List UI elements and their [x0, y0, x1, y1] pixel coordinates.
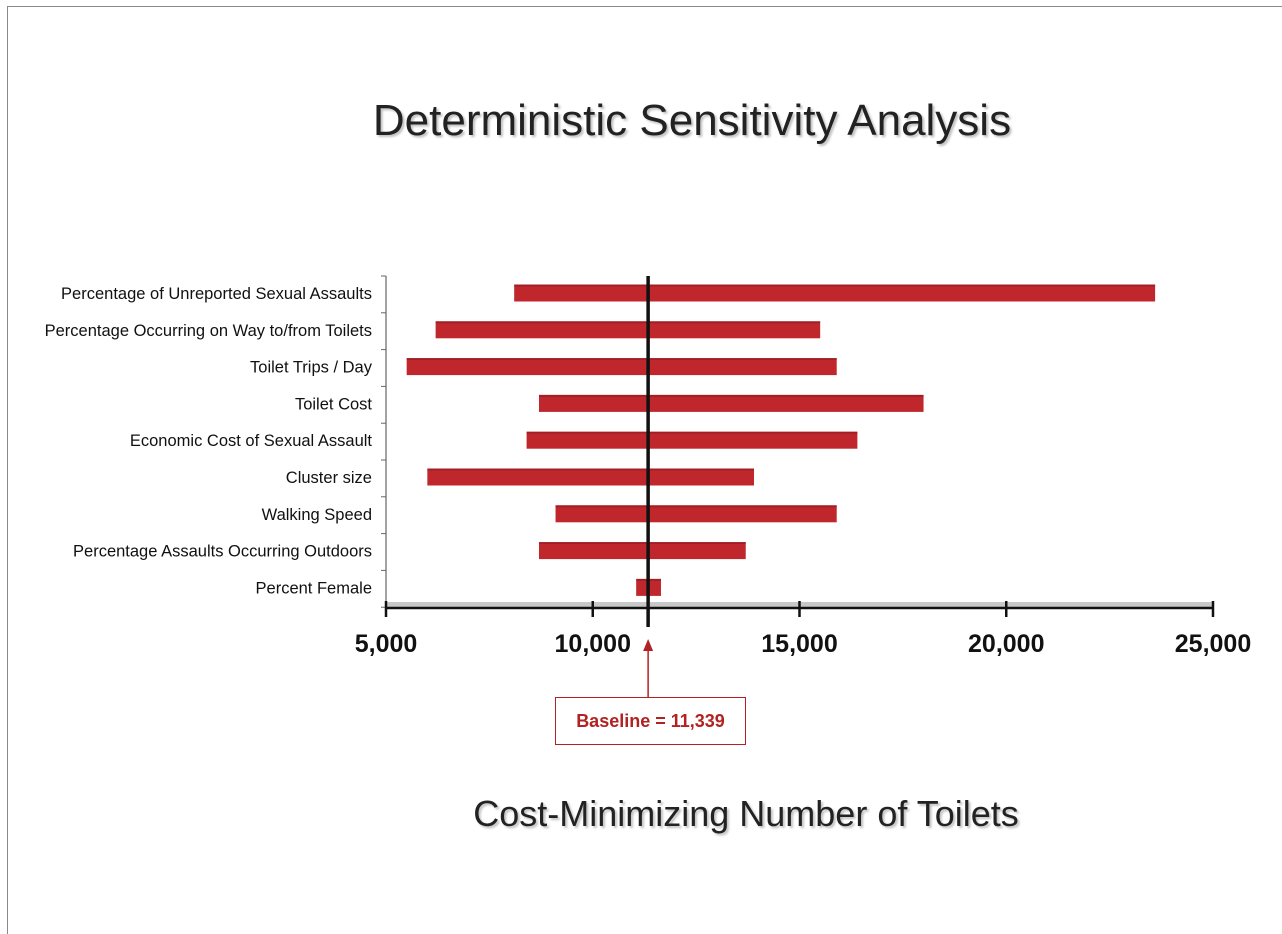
bar: [406, 358, 837, 376]
category-label: Toilet Trips / Day: [250, 359, 373, 377]
bar: [514, 284, 1156, 302]
bar: [427, 468, 755, 486]
bar: [435, 321, 821, 339]
bar-highlight: [514, 284, 1156, 287]
category-label: Walking Speed: [262, 506, 372, 524]
category-label: Percentage Occurring on Way to/from Toil…: [45, 322, 372, 340]
bar: [555, 505, 837, 523]
bar-highlight: [435, 321, 821, 324]
bar-highlight: [538, 542, 746, 545]
category-label: Cluster size: [286, 469, 372, 487]
x-tick-label: 5,000: [355, 630, 418, 658]
chart-title: Deterministic Sensitivity Analysis: [372, 96, 1012, 145]
x-tick-label: 25,000: [1175, 630, 1251, 658]
category-labels-group: Percentage of Unreported Sexual Assaults…: [45, 285, 373, 597]
category-label: Economic Cost of Sexual Assault: [130, 432, 373, 450]
slide-frame: [7, 6, 1282, 934]
x-tick-label: 15,000: [761, 630, 837, 658]
bar: [538, 542, 746, 560]
axis-group: 5,000 10,000 15,000 20,000 25,000: [355, 275, 1251, 708]
category-label: Percentage of Unreported Sexual Assaults: [61, 285, 372, 303]
bar-highlight: [538, 394, 924, 397]
bar-highlight: [406, 358, 837, 361]
bar-highlight: [526, 431, 858, 434]
category-label: Percent Female: [256, 579, 372, 597]
baseline-arrow-head: [643, 639, 654, 651]
bar: [526, 431, 858, 449]
bar: [538, 394, 924, 412]
category-label: Percentage Assaults Occurring Outdoors: [73, 543, 372, 561]
bar-highlight: [427, 468, 755, 471]
bar-highlight: [555, 505, 837, 508]
x-tick-label: 10,000: [555, 630, 631, 658]
baseline-annotation: Baseline = 11,339: [555, 697, 746, 745]
category-label: Toilet Cost: [295, 395, 372, 413]
bars-group: [406, 284, 1156, 596]
x-axis-label: Cost-Minimizing Number of Toilets: [473, 793, 1019, 834]
x-tick-label: 20,000: [968, 630, 1044, 658]
